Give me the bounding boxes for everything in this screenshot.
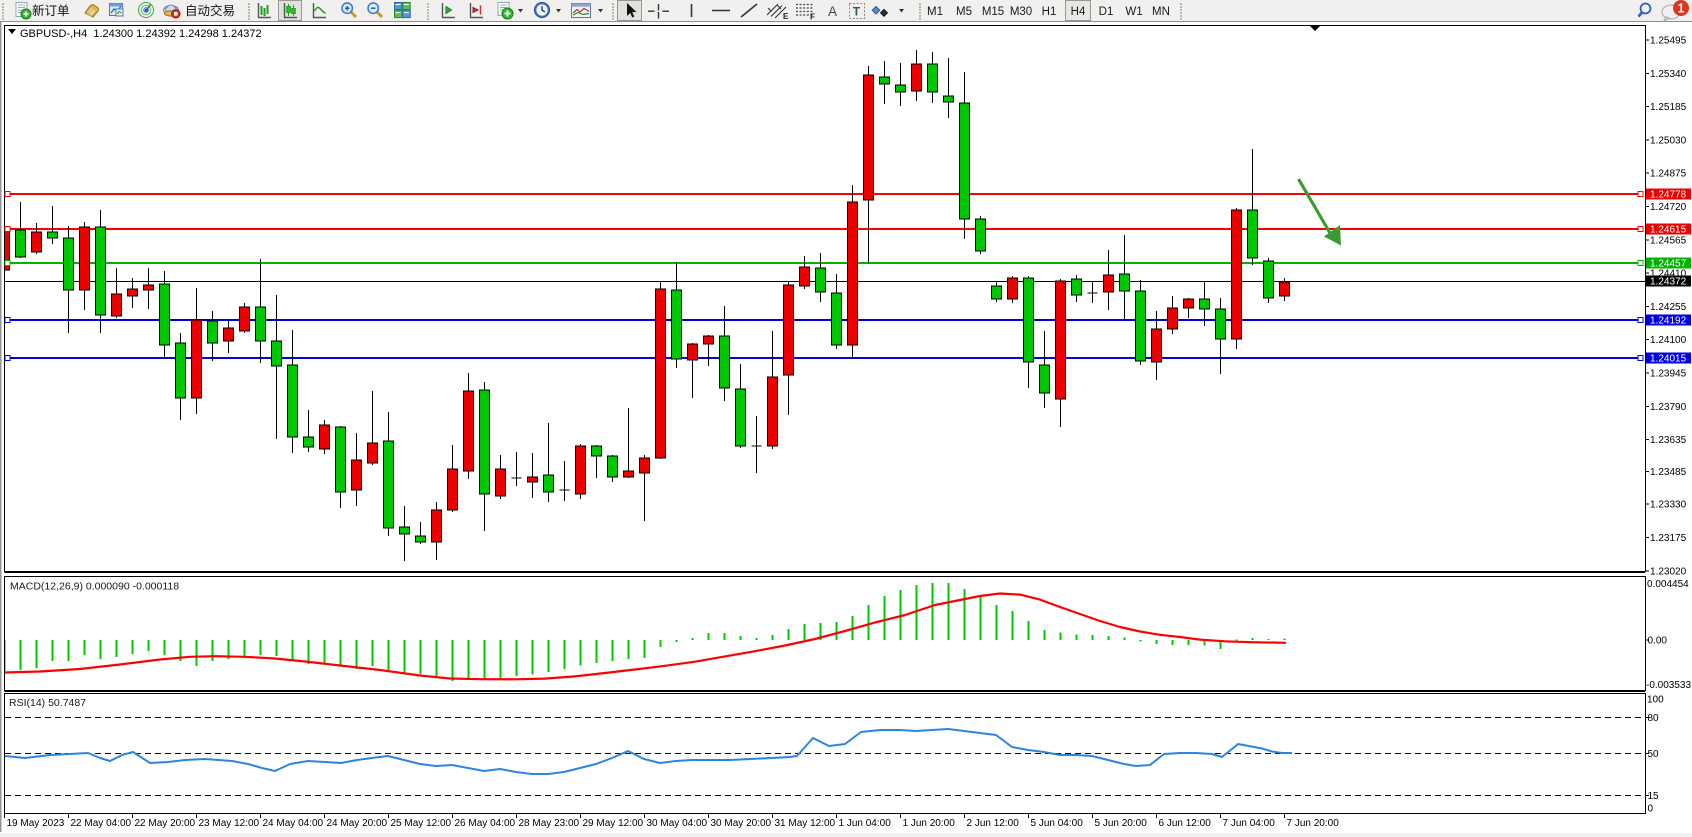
svg-text:1: 1 [1678, 2, 1685, 16]
svg-text:MN: MN [1152, 6, 1170, 18]
svg-text:15: 15 [1648, 791, 1660, 802]
svg-text:22 May 20:00: 22 May 20:00 [135, 818, 196, 829]
svg-text:6 Jun 12:00: 6 Jun 12:00 [1159, 818, 1212, 829]
svg-text:24 May 20:00: 24 May 20:00 [327, 818, 388, 829]
svg-text:50: 50 [1648, 749, 1660, 760]
svg-text:5 Jun 20:00: 5 Jun 20:00 [1095, 818, 1148, 829]
svg-text:1.25030: 1.25030 [1650, 135, 1687, 146]
svg-text:1.25340: 1.25340 [1650, 69, 1687, 80]
svg-text:M5: M5 [956, 6, 972, 18]
svg-text:GBPUSD-,H4 1.24300 1.24392 1.: GBPUSD-,H4 1.24300 1.24392 1.24298 1.243… [20, 28, 262, 40]
svg-text:1.24015: 1.24015 [1650, 354, 1687, 365]
svg-text:7 Jun 20:00: 7 Jun 20:00 [1287, 818, 1340, 829]
svg-text:80: 80 [1648, 713, 1660, 724]
svg-text:M1: M1 [927, 6, 943, 18]
svg-text:1.24720: 1.24720 [1650, 202, 1687, 213]
svg-text:1.23330: 1.23330 [1650, 500, 1687, 511]
svg-text:22 May 04:00: 22 May 04:00 [71, 818, 132, 829]
svg-text:自动交易: 自动交易 [185, 3, 235, 18]
svg-text:RSI(14) 50.7487: RSI(14) 50.7487 [9, 697, 86, 709]
svg-text:7 Jun 04:00: 7 Jun 04:00 [1223, 818, 1276, 829]
svg-text:-0.003533: -0.003533 [1646, 680, 1691, 691]
svg-text:E: E [783, 12, 789, 21]
svg-text:1.24410: 1.24410 [1650, 269, 1687, 280]
svg-text:19 May 2023: 19 May 2023 [7, 818, 65, 829]
svg-text:25 May 12:00: 25 May 12:00 [391, 818, 452, 829]
svg-text:1.24100: 1.24100 [1650, 335, 1687, 346]
svg-text:T: T [853, 5, 861, 19]
svg-text:1.24875: 1.24875 [1650, 169, 1687, 180]
svg-text:D1: D1 [1099, 6, 1114, 18]
svg-text:A: A [828, 4, 837, 19]
svg-text:1.23485: 1.23485 [1650, 467, 1687, 478]
svg-text:1.24457: 1.24457 [1650, 259, 1687, 270]
svg-text:1 Jun 04:00: 1 Jun 04:00 [839, 818, 892, 829]
svg-text:1.24615: 1.24615 [1650, 225, 1687, 236]
svg-text:F: F [810, 13, 815, 22]
svg-text:1.24192: 1.24192 [1650, 316, 1687, 327]
svg-text:1.24778: 1.24778 [1650, 190, 1687, 201]
svg-text:30 May 04:00: 30 May 04:00 [647, 818, 708, 829]
svg-text:31 May 12:00: 31 May 12:00 [775, 818, 836, 829]
svg-text:1.25495: 1.25495 [1650, 36, 1687, 47]
svg-text:W1: W1 [1125, 6, 1142, 18]
svg-text:30 May 20:00: 30 May 20:00 [711, 818, 772, 829]
svg-text:1.23635: 1.23635 [1650, 435, 1687, 446]
svg-text:M15: M15 [982, 6, 1004, 18]
svg-text:1.23790: 1.23790 [1650, 402, 1687, 413]
svg-text:1.25185: 1.25185 [1650, 102, 1687, 113]
svg-text:29 May 12:00: 29 May 12:00 [583, 818, 644, 829]
svg-text:0: 0 [1648, 804, 1654, 815]
svg-text:1 Jun 20:00: 1 Jun 20:00 [903, 818, 956, 829]
svg-text:1.23945: 1.23945 [1650, 369, 1687, 380]
svg-text:MACD(12,26,9) 0.000090 -0.0001: MACD(12,26,9) 0.000090 -0.000118 [10, 581, 179, 593]
svg-text:5 Jun 04:00: 5 Jun 04:00 [1031, 818, 1084, 829]
svg-text:0.004454: 0.004454 [1647, 579, 1689, 590]
svg-text:1.23020: 1.23020 [1650, 566, 1687, 577]
svg-text:1.24255: 1.24255 [1650, 302, 1687, 313]
svg-text:2 Jun 12:00: 2 Jun 12:00 [967, 818, 1020, 829]
svg-text:0.00: 0.00 [1648, 636, 1668, 647]
svg-text:100: 100 [1647, 695, 1664, 706]
svg-text:1.24565: 1.24565 [1650, 235, 1687, 246]
svg-text:24 May 04:00: 24 May 04:00 [263, 818, 324, 829]
svg-text:26 May 04:00: 26 May 04:00 [455, 818, 516, 829]
svg-text:1.23175: 1.23175 [1650, 533, 1687, 544]
svg-text:新订单: 新订单 [32, 3, 70, 18]
svg-text:H1: H1 [1042, 6, 1057, 18]
svg-text:H4: H4 [1071, 6, 1086, 18]
svg-text:28 May 23:00: 28 May 23:00 [519, 818, 580, 829]
svg-text:M30: M30 [1010, 6, 1032, 18]
svg-text:1.24372: 1.24372 [1650, 277, 1687, 288]
svg-text:23 May 12:00: 23 May 12:00 [199, 818, 260, 829]
